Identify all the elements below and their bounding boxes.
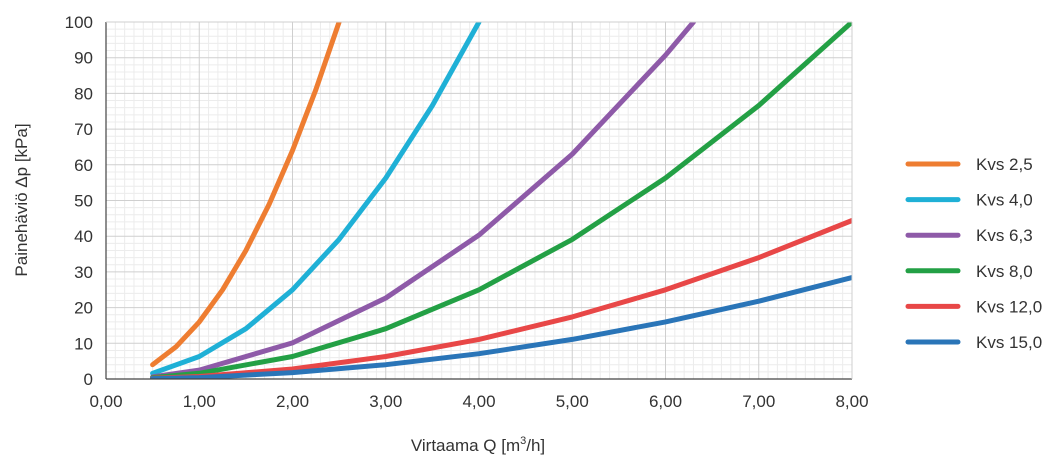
y-tick-label: 90: [74, 49, 93, 68]
legend-label-kvs-15-0: Kvs 15,0: [976, 333, 1042, 352]
x-tick-label: 4,00: [462, 392, 495, 411]
y-tick-label: 80: [74, 84, 93, 103]
y-tick-label: 50: [74, 192, 93, 211]
x-tick-label: 2,00: [276, 392, 309, 411]
y-tick-label: 60: [74, 156, 93, 175]
x-tick-label: 7,00: [742, 392, 775, 411]
y-tick-label: 20: [74, 299, 93, 318]
series-line-kvs-8-0: [150, 22, 852, 379]
x-tick-label: 1,00: [183, 392, 216, 411]
x-tick-label: 0,00: [89, 392, 122, 411]
y-tick-label: 0: [84, 370, 93, 389]
y-axis-title: Painehäviö Δp [kPa]: [12, 123, 31, 276]
legend-label-kvs-12-0: Kvs 12,0: [976, 297, 1042, 316]
x-axis-title: Virtaama Q [m3/h]: [411, 435, 545, 455]
y-tick-label: 70: [74, 120, 93, 139]
x-tick-label: 5,00: [556, 392, 589, 411]
series-line-kvs-15-0: [150, 275, 852, 379]
x-tick-label: 8,00: [835, 392, 868, 411]
x-tick-label: 6,00: [649, 392, 682, 411]
series-line-kvs-6-3: [150, 22, 696, 379]
axes: [105, 21, 853, 380]
legend-label-kvs-2-5: Kvs 2,5: [976, 155, 1033, 174]
y-tick-label: 40: [74, 227, 93, 246]
legend-label-kvs-8-0: Kvs 8,0: [976, 262, 1033, 281]
legend: Kvs 2,5 Kvs 4,0 Kvs 6,3 Kvs 8,0 Kvs 12,0 Kvs …: [905, 155, 1042, 352]
series-lines: [150, 22, 852, 379]
y-tick-labels: 0 10 20 30 40 50 60 70 80 90 100: [65, 13, 93, 389]
y-tick-label: 100: [65, 13, 93, 32]
y-tick-label: 10: [74, 334, 93, 353]
legend-label-kvs-4-0: Kvs 4,0: [976, 191, 1033, 210]
legend-label-kvs-6-3: Kvs 6,3: [976, 226, 1033, 245]
series-line-kvs-2-5: [150, 22, 342, 368]
y-tick-label: 30: [74, 263, 93, 282]
x-tick-labels: 0,00 1,00 2,00 3,00 4,00 5,00 6,00 7,00 8,00: [89, 392, 868, 411]
series-line-kvs-4-0: [150, 22, 482, 376]
x-tick-label: 3,00: [369, 392, 402, 411]
